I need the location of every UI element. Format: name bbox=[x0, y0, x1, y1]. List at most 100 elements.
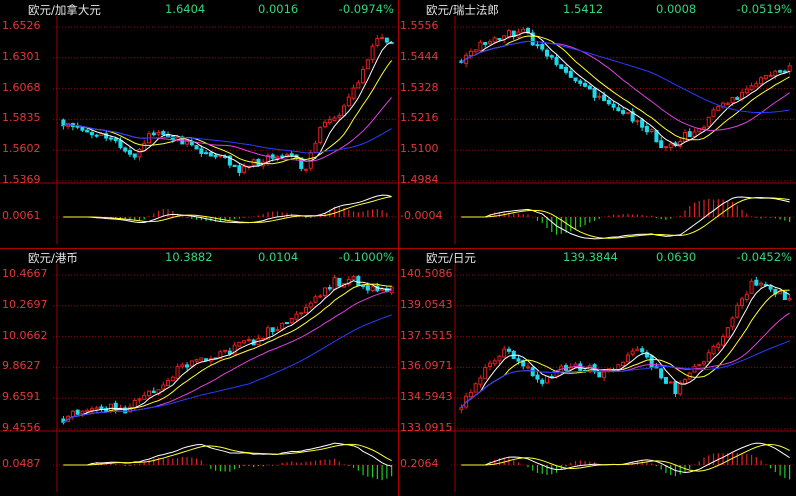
candle-body bbox=[256, 158, 261, 166]
candle-body bbox=[232, 164, 237, 167]
ma5-line bbox=[63, 41, 392, 168]
candle-body bbox=[711, 345, 716, 355]
y-tick-label: 1.6526 bbox=[2, 19, 41, 32]
candle-body bbox=[194, 359, 199, 362]
candle-body bbox=[697, 364, 702, 367]
candle-body bbox=[180, 364, 185, 368]
candle-body bbox=[716, 343, 721, 348]
candle-body bbox=[289, 153, 294, 157]
candle-body bbox=[625, 354, 630, 363]
candle-body bbox=[487, 362, 492, 367]
candle-body bbox=[759, 282, 764, 286]
candle-body bbox=[701, 361, 707, 365]
candle-body bbox=[778, 291, 783, 295]
candle-body bbox=[99, 406, 104, 410]
candle-body bbox=[592, 87, 597, 98]
y-tick-label: 133.0915 bbox=[400, 421, 453, 434]
candle-body bbox=[370, 45, 375, 61]
percent-change: -0.1000% bbox=[338, 250, 394, 264]
candle-body bbox=[118, 139, 123, 148]
candle-body bbox=[635, 348, 640, 352]
candle-body bbox=[270, 327, 275, 332]
candle-body bbox=[544, 49, 550, 57]
candle-body bbox=[327, 119, 332, 124]
candle-body bbox=[725, 102, 730, 105]
candle-body bbox=[146, 390, 152, 397]
candle-body bbox=[530, 32, 535, 46]
candle-body bbox=[137, 148, 142, 158]
candle-body bbox=[644, 125, 649, 133]
y-tick-label: 9.8627 bbox=[2, 359, 41, 373]
instrument-name: 欧元/加拿大元 bbox=[28, 3, 101, 17]
candle-body bbox=[213, 154, 218, 158]
candle-body bbox=[318, 295, 323, 298]
candle-body bbox=[759, 77, 764, 85]
panel-header: 欧元/日元 139.3844 0.0630 -0.0452% bbox=[398, 248, 796, 265]
candle-body bbox=[384, 37, 389, 43]
candle-body bbox=[506, 348, 511, 352]
price-change: 0.0630 bbox=[656, 250, 697, 264]
candle-body bbox=[113, 138, 118, 142]
candle-body bbox=[280, 322, 285, 330]
percent-change: -0.0974% bbox=[338, 2, 394, 16]
y-tick-label: 1.5100 bbox=[400, 142, 439, 156]
price-change: 0.0104 bbox=[258, 250, 299, 264]
candle-body bbox=[635, 120, 640, 123]
candle-body bbox=[94, 134, 99, 137]
candle-body bbox=[342, 105, 347, 117]
candle-body bbox=[375, 38, 380, 46]
chart-panel[interactable]: 欧元/日元 139.3844 0.0630 -0.0452% 140.5086 139.0… bbox=[398, 248, 796, 496]
candle-body bbox=[85, 409, 90, 413]
ma60-line bbox=[461, 40, 790, 114]
last-price: 1.6404 bbox=[165, 2, 206, 16]
candle-body bbox=[744, 293, 749, 300]
candle-body bbox=[370, 286, 375, 292]
candle-body bbox=[332, 277, 337, 290]
candle-body bbox=[478, 41, 483, 52]
candle-body bbox=[108, 137, 113, 140]
candle-body bbox=[711, 109, 716, 118]
candle-body bbox=[265, 327, 270, 340]
candle-body bbox=[720, 336, 726, 346]
y-tick-label: 134.5943 bbox=[400, 390, 453, 404]
candle-body bbox=[625, 112, 630, 115]
chart-panel[interactable]: 欧元/加拿大元 1.6404 0.0016 -0.0974% 1.6526 1.6301 1… bbox=[0, 0, 398, 248]
ma10-line bbox=[460, 289, 790, 409]
last-price: 1.5412 bbox=[563, 2, 604, 16]
candle-body bbox=[351, 276, 356, 280]
candle-body bbox=[630, 111, 635, 122]
ma5-line bbox=[460, 284, 790, 409]
percent-change: -0.0519% bbox=[736, 2, 792, 16]
candle-body bbox=[682, 379, 687, 384]
candle-body bbox=[540, 43, 545, 50]
candle-body bbox=[659, 140, 664, 149]
panel-header: 欧元/瑞士法郎 1.5412 0.0008 -0.0519% bbox=[398, 0, 796, 17]
candle-body bbox=[151, 390, 156, 394]
ma60-line bbox=[63, 124, 392, 154]
candle-body bbox=[673, 381, 678, 395]
chart-panel[interactable]: 欧元/瑞士法郎 1.5412 0.0008 -0.0519% 1.5556 1.5444 1… bbox=[398, 0, 796, 248]
candle-body bbox=[308, 302, 313, 308]
candle-body bbox=[530, 367, 535, 376]
ma20-line bbox=[461, 40, 790, 131]
chart-panel[interactable]: 欧元/港币 10.3882 0.0104 -0.1000% 10.4667 10.2697… bbox=[0, 248, 398, 496]
candle-body bbox=[521, 28, 526, 33]
candle-body bbox=[754, 83, 759, 88]
candle-body bbox=[616, 107, 621, 111]
candle-body bbox=[778, 70, 783, 73]
candle-body bbox=[132, 153, 137, 158]
y-tick-label: 1.5216 bbox=[400, 111, 439, 125]
candle-body bbox=[602, 94, 607, 102]
candle-body bbox=[521, 360, 526, 367]
candle-body bbox=[535, 44, 540, 47]
candle-body bbox=[649, 355, 654, 368]
y-tick-label: 9.6591 bbox=[2, 390, 41, 404]
candle-body bbox=[61, 119, 66, 127]
y-tick-label: 1.4984 bbox=[400, 173, 439, 186]
dea-line bbox=[461, 444, 790, 472]
candle-body bbox=[289, 318, 294, 324]
candle-body bbox=[573, 363, 578, 367]
candle-body bbox=[630, 350, 635, 355]
y-tick-label: 139.0543 bbox=[400, 297, 453, 311]
candle-body bbox=[161, 131, 166, 136]
